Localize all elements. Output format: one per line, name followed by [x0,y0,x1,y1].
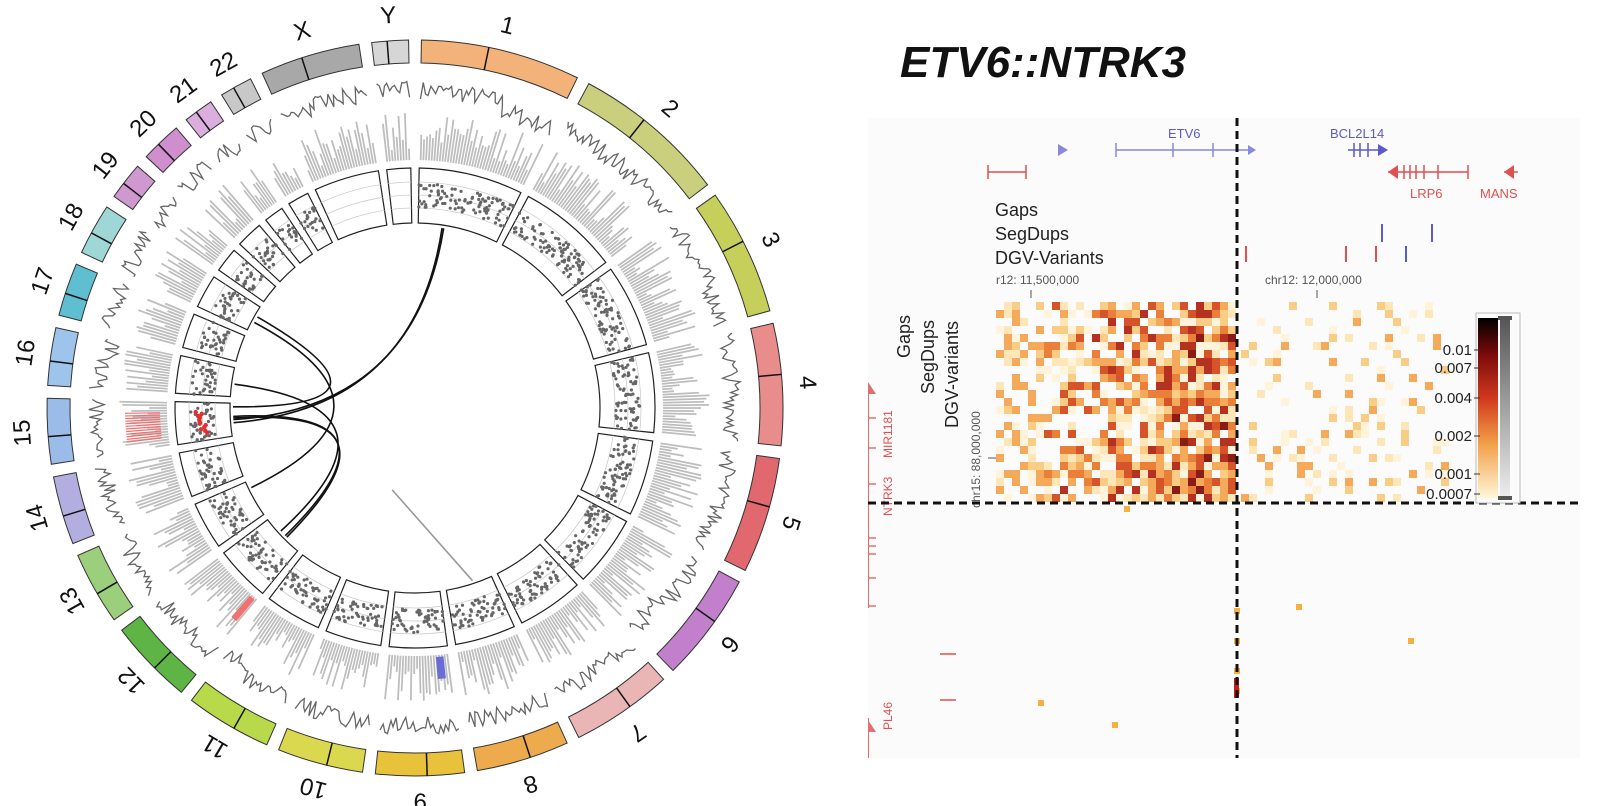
gene-label-bcl2l14: BCL2L14 [1330,126,1384,141]
gene-label-ntrk3: NTRK3 [881,476,895,516]
chromosome-segment-7: 7 [496,543,665,747]
chromosome-label-3: 3 [755,228,785,252]
chromosome-segment-y: Y [371,2,413,225]
chromosome-label-5: 5 [776,513,806,534]
coord-label-left: chr15: 88,000,000 [969,411,983,508]
gene-label-lrp6: LRP6 [1410,186,1443,201]
track-label-gaps: Gaps [995,200,1038,220]
chromosome-label-17: 17 [26,264,60,298]
chromosome-segment-17: 17 [26,263,246,363]
top-track-labels: Gaps SegDups DGV-Variants [995,200,1433,268]
chromosome-label-x: X [291,16,314,46]
coord-label-top-1: r12: 11,500,000 [996,273,1080,287]
left-track-label-segdups: SegDups [918,320,938,394]
chromosome-segment-22: 22 [205,46,334,252]
chromosome-label-9: 9 [413,788,427,806]
left-gene-track: MIR1181 NTRK3 PL46 [868,382,956,758]
chromosome-label-2: 2 [656,94,684,123]
chromosome-label-6: 6 [715,630,745,657]
chromosome-label-14: 14 [21,501,54,534]
hic-contact-map: ETV6 BCL2L14 LRP6 MANS Gaps SegDups DGV-… [868,118,1580,758]
coord-label-top-2: chr12: 12,000,000 [1265,273,1362,287]
gene-label-etv6: ETV6 [1168,126,1201,141]
track-label-segdups: SegDups [995,224,1069,244]
chromosome-segment-16: 16 [10,326,236,398]
fusion-title: ETV6::NTRK3 [900,38,1187,87]
chromosome-segment-4: 4 [594,322,821,447]
gene-label-mir1181: MIR1181 [881,410,895,458]
chromosome-label-12: 12 [113,661,151,699]
chromosome-label-7: 7 [624,717,650,747]
chromosome-label-20: 20 [124,105,162,143]
left-track-label-dgv-variants: DGV-variants [942,321,962,428]
chromosome-segment-3: 3 [565,194,785,360]
translocation-links [232,227,474,582]
gene-label-pl46: PL46 [881,702,895,730]
chromosome-label-15: 15 [8,419,37,447]
chromosome-segment-18: 18 [53,199,261,331]
chromosome-label-8: 8 [520,769,541,799]
color-scale-legend: 0.010.007 0.004 0.002 0.001 0.0007 [1426,312,1521,504]
chromosome-label-y: Y [379,2,397,30]
scale-tick-label: 0.0007 [1426,486,1472,503]
chromosome-segment-11: 11 [190,554,342,765]
gene-label-mans: MANS [1480,186,1518,201]
chromosome-label-19: 19 [87,147,125,185]
left-track-label-gaps: Gaps [894,315,914,358]
chromosome-label-4: 4 [793,375,821,390]
chromosome-segment-6: 6 [543,494,745,672]
chromosome-label-11: 11 [197,729,232,765]
chromosome-label-13: 13 [54,583,91,620]
scale-tick-label: 0.002 [1434,428,1472,445]
chromosome-segment-2: 2 [501,82,709,297]
scale-tick-label: 0.01 [1443,342,1472,359]
track-label-dgv-variants: DGV-Variants [995,248,1104,268]
top-gene-track: ETV6 BCL2L14 LRP6 MANS [987,126,1518,201]
chromosome-segment-8: 8 [445,575,568,799]
chromosome-segment-9: 9 [374,590,466,806]
contact-matrix [996,302,1449,728]
highlight-marks [125,409,446,680]
chromosome-label-16: 16 [10,338,40,368]
chromosome-segment-x: X [261,16,388,241]
chromosome-label-10: 10 [297,771,330,804]
scale-tick-label: 0.007 [1434,360,1472,377]
chromosome-label-21: 21 [165,71,202,109]
chromosome-label-18: 18 [53,199,90,235]
chromosome-label-22: 22 [205,46,241,83]
chromosome-label-1: 1 [498,11,517,40]
scale-tick-label: 0.001 [1434,466,1472,483]
hic-contact-map-panel: ETV6 BCL2L14 LRP6 MANS Gaps SegDups DGV-… [868,118,1580,758]
chromosome-segment-5: 5 [580,432,806,572]
scale-tick-label: 0.004 [1434,390,1472,407]
chromosome-segment-1: 1 [417,11,579,243]
